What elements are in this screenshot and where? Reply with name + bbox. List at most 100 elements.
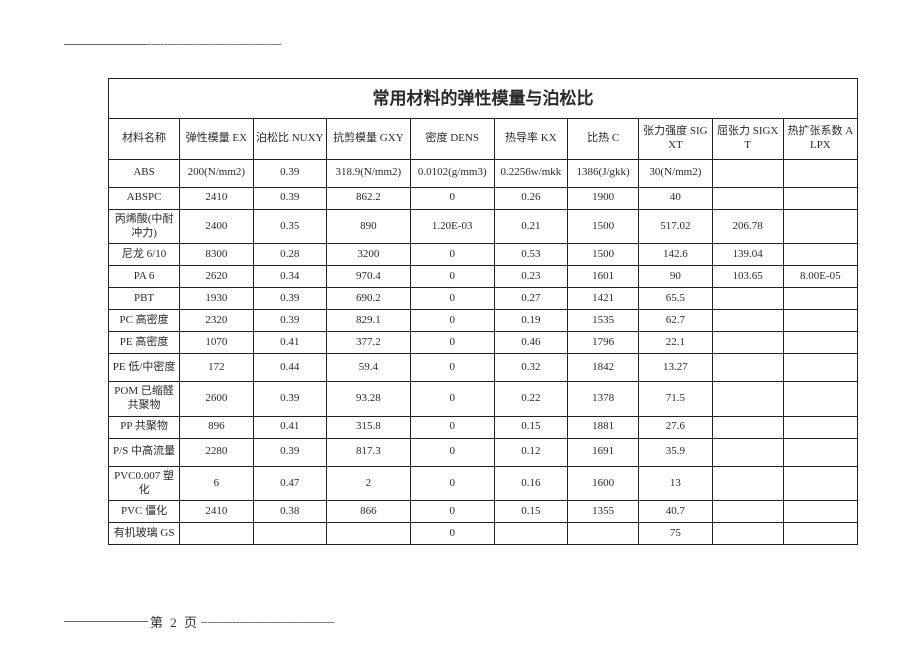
table-cell: 866 [326,501,410,523]
table-cell: 71.5 [639,382,712,417]
table-cell: 0.46 [494,332,567,354]
table-row: PVC0.007 塑化60.47200.16160013 [109,466,858,501]
table-cell: POM 已缩醛共聚物 [109,382,180,417]
table-cell: 2620 [180,266,253,288]
table-cell [712,310,783,332]
table-cell [783,523,857,545]
table-cell: 2410 [180,187,253,209]
table-cell: PP 共聚物 [109,416,180,438]
table-cell: 1601 [568,266,639,288]
table-cell: 829.1 [326,310,410,332]
table-cell [712,523,783,545]
table-cell: 2410 [180,501,253,523]
table-cell: 377.2 [326,332,410,354]
table-row: POM 已缩醛共聚物26000.3993.2800.22137871.5 [109,382,858,417]
table-row: PC 高密度23200.39829.100.19153562.7 [109,310,858,332]
table-cell [783,501,857,523]
table-cell: 1378 [568,382,639,417]
table-cell: 517.02 [639,209,712,244]
table-cell: ABSPC [109,187,180,209]
table-cell: 1842 [568,354,639,382]
table-cell: 0 [410,354,494,382]
table-cell: 0.53 [494,244,567,266]
table-cell: 0.39 [253,187,326,209]
table-cell: 0 [410,244,494,266]
table-cell: 8.00E-05 [783,266,857,288]
table-cell: PE 高密度 [109,332,180,354]
table-row: 尼龙 6/1083000.28320000.531500142.6139.04 [109,244,858,266]
table-cell: 1070 [180,332,253,354]
table-cell: 0.2256w/mkk [494,159,567,187]
footer-page-number: 第 2 页 [150,612,199,631]
table-cell: 6 [180,466,253,501]
table-cell: 142.6 [639,244,712,266]
column-header: 比热 C [568,119,639,160]
table-cell [712,288,783,310]
table-cell: 90 [639,266,712,288]
table-cell [712,466,783,501]
table-row: PA 626200.34970.400.23160190103.658.00E-… [109,266,858,288]
table-cell: 0.16 [494,466,567,501]
table-cell: 35.9 [639,438,712,466]
table-cell: 0.28 [253,244,326,266]
table-cell: PA 6 [109,266,180,288]
table-cell: 0 [410,382,494,417]
table-cell: 0.32 [494,354,567,382]
table-cell [783,187,857,209]
top-divider: ----------------------------------------… [64,38,314,50]
table-cell: 0 [410,310,494,332]
table-cell: 0.39 [253,310,326,332]
table-row: PE 高密度10700.41377.200.46179622.1 [109,332,858,354]
table-cell: PVC0.007 塑化 [109,466,180,501]
table-row: PBT19300.39690.200.27142165.5 [109,288,858,310]
table-cell: 0 [410,466,494,501]
table-cell [783,159,857,187]
table-cell: 0.39 [253,438,326,466]
table-cell: 1881 [568,416,639,438]
top-divider-dots: ----------------------------------------… [148,38,281,50]
table-cell: 862.2 [326,187,410,209]
table-cell: PC 高密度 [109,310,180,332]
table-cell: 0 [410,288,494,310]
table-cell: 0.38 [253,501,326,523]
table-row: P/S 中高流量22800.39817.300.12169135.9 [109,438,858,466]
table-cell [712,187,783,209]
table-cell: 2600 [180,382,253,417]
table-cell: 0 [410,187,494,209]
table-cell: 0.19 [494,310,567,332]
table-cell: 0.39 [253,159,326,187]
table-cell: 93.28 [326,382,410,417]
table-row: PVC 僵化24100.3886600.15135540.7 [109,501,858,523]
table-cell: 2320 [180,310,253,332]
table-cell: 1500 [568,209,639,244]
table-cell: 0 [410,438,494,466]
table-cell: 13 [639,466,712,501]
table-cell [783,382,857,417]
table-cell: 40 [639,187,712,209]
material-table: 常用材料的弹性模量与泊松比 材料名称弹性模量 EX泊松比 NUXY抗剪模量 GX… [108,78,858,545]
footer-line [64,621,148,622]
table-cell: 59.4 [326,354,410,382]
table-cell: 0 [410,266,494,288]
table-cell: 817.3 [326,438,410,466]
table-cell: 0.15 [494,416,567,438]
table-cell: 1500 [568,244,639,266]
table-cell: 200(N/mm2) [180,159,253,187]
table-cell: 1691 [568,438,639,466]
column-header: 泊松比 NUXY [253,119,326,160]
table-cell: 690.2 [326,288,410,310]
table-cell: 30(N/mm2) [639,159,712,187]
table-cell: 315.8 [326,416,410,438]
table-cell [783,209,857,244]
table-cell [568,523,639,545]
table-cell [253,523,326,545]
table-cell [712,332,783,354]
column-header: 张力强度 SIGXT [639,119,712,160]
table-cell [783,438,857,466]
table-cell: 1535 [568,310,639,332]
table-cell [783,310,857,332]
table-cell: 22.1 [639,332,712,354]
table-cell [712,354,783,382]
table-cell: 172 [180,354,253,382]
footer-dots: ----------------------------------------… [201,616,334,628]
